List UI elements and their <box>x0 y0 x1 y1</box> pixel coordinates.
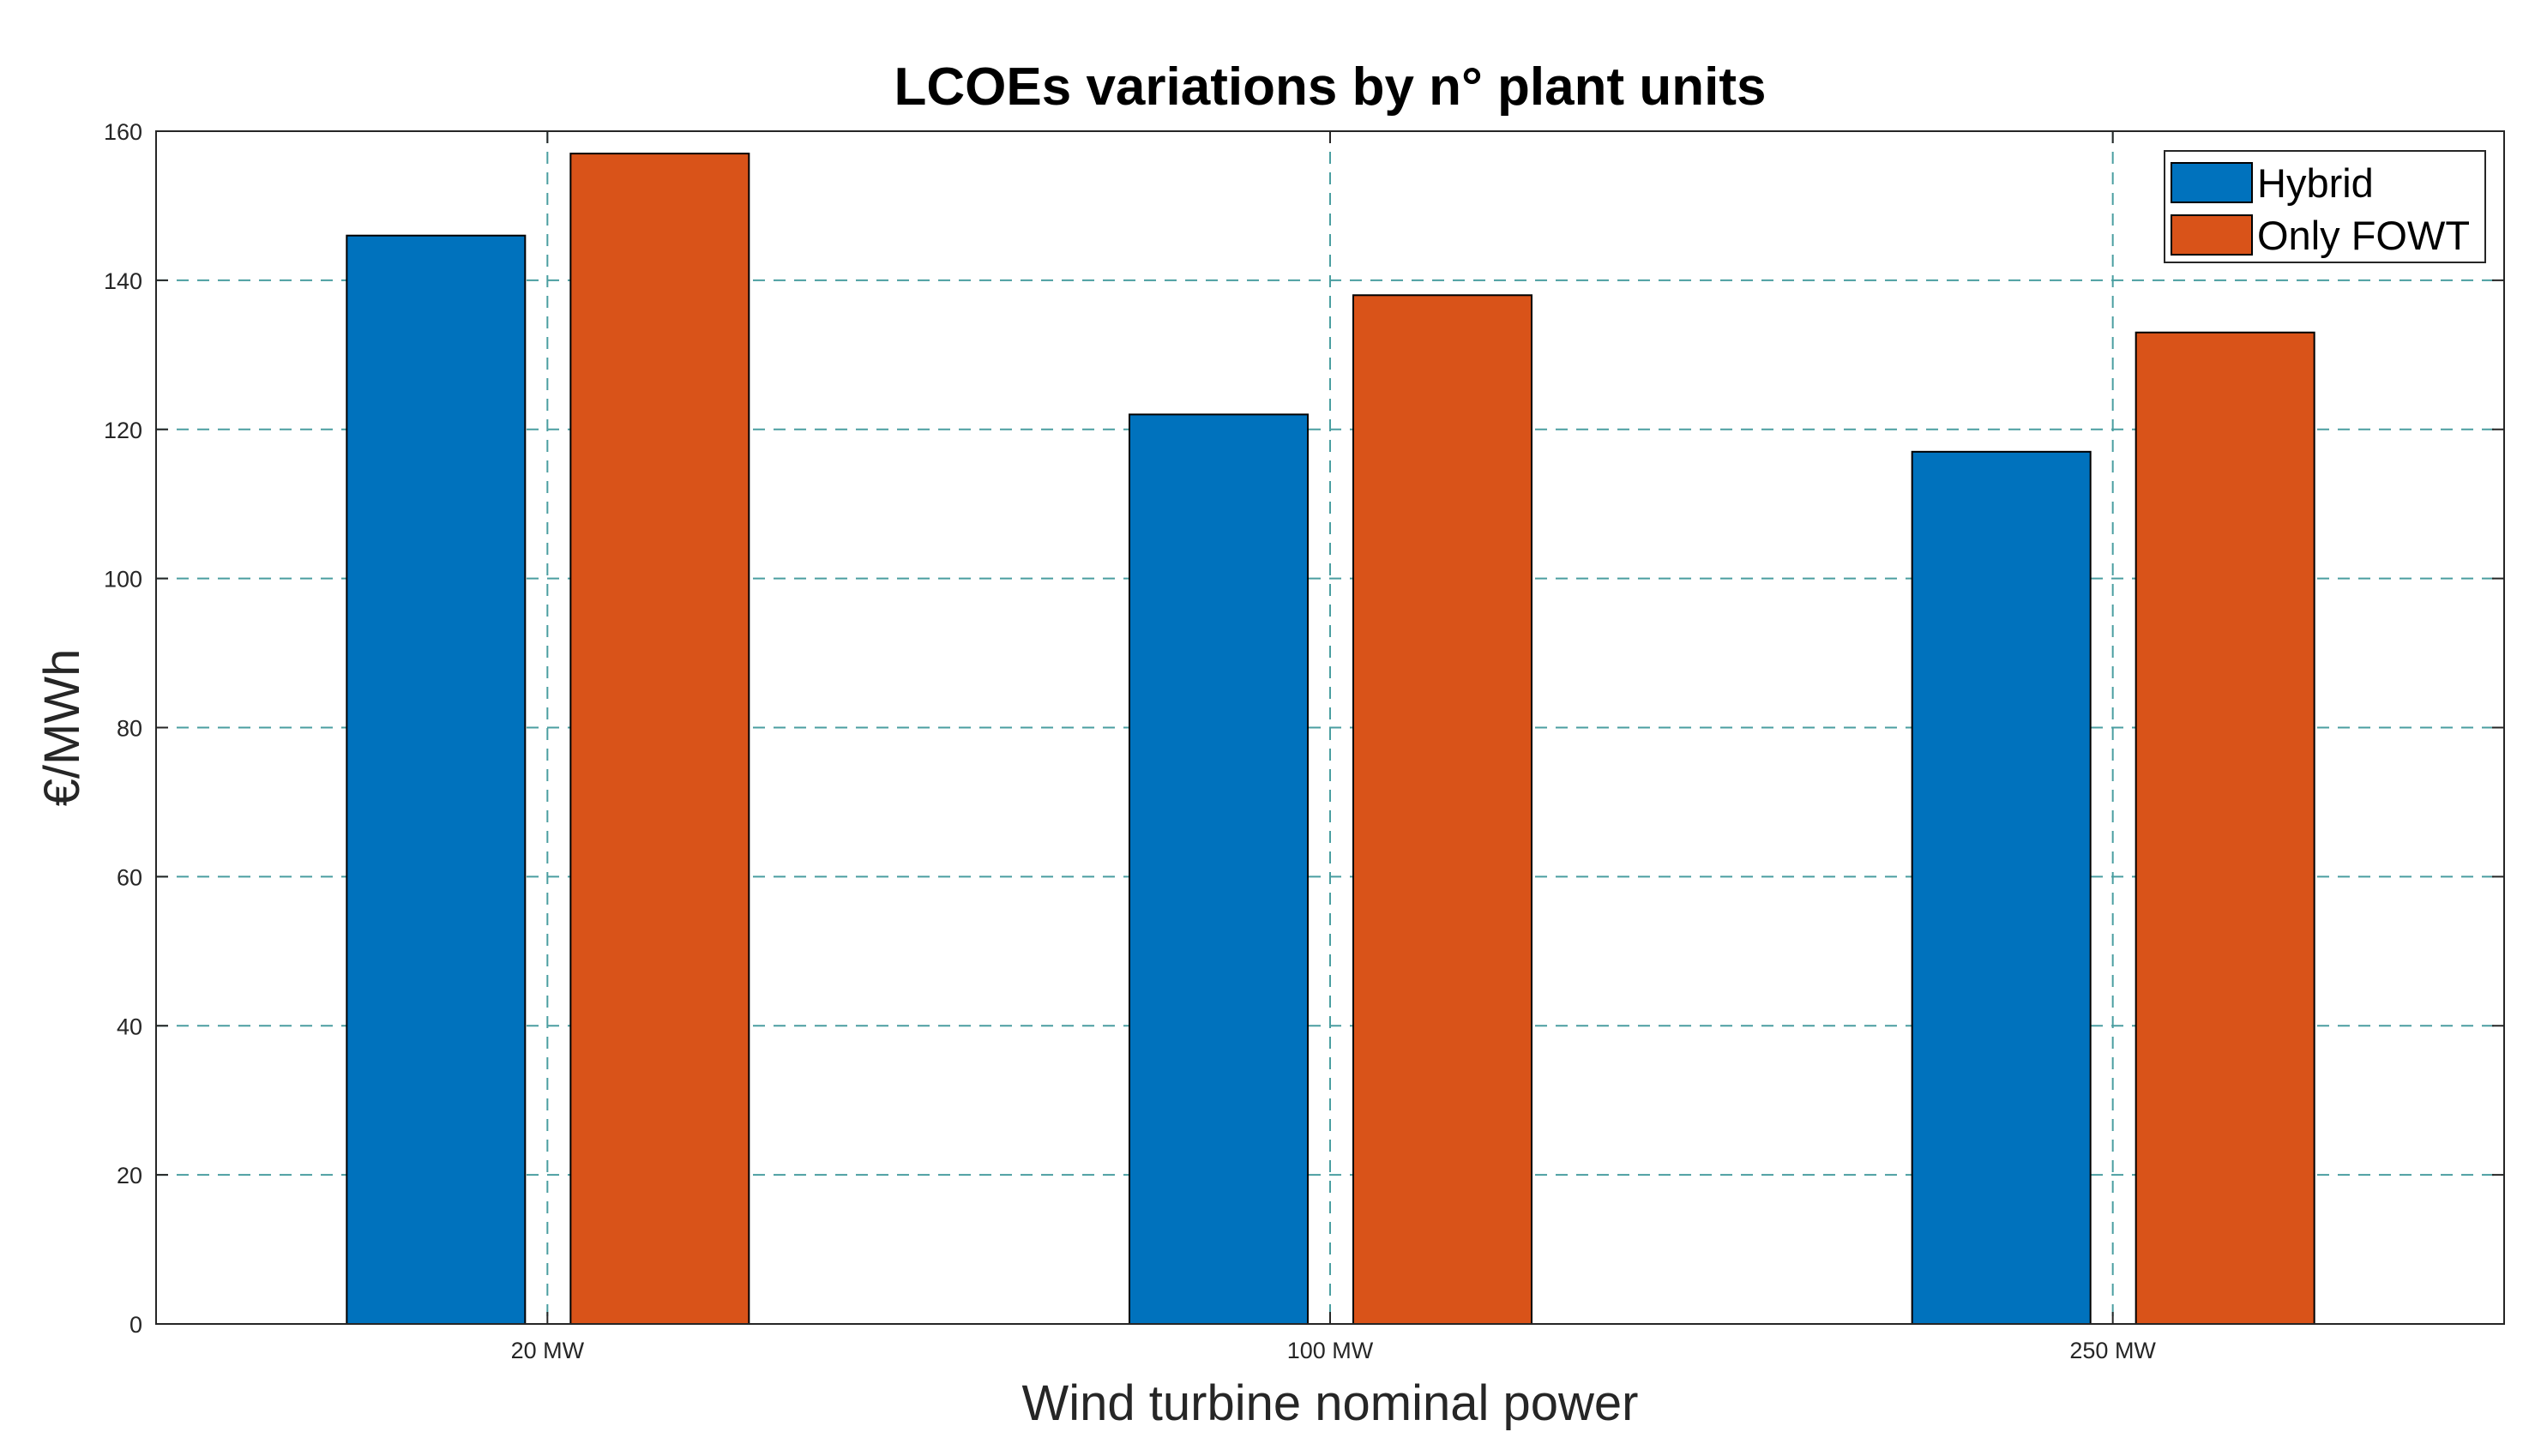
y-tick-label: 40 <box>117 1014 142 1039</box>
x-axis-label: Wind turbine nominal power <box>1022 1375 1639 1431</box>
y-tick-label: 140 <box>104 268 142 294</box>
legend-label: Hybrid <box>2257 160 2374 206</box>
tick-labels: 0 20 40 60 80 100 120 140 160 20 MW 100 MW 250 MW <box>104 119 2157 1363</box>
y-tick-label: 60 <box>117 864 142 890</box>
bar-only-fowt <box>1352 294 1532 1326</box>
y-axis-label: €/MWh <box>34 649 90 807</box>
bar-hybrid <box>1129 413 1309 1325</box>
legend: Hybrid Only FOWT <box>2164 150 2486 263</box>
bar-hybrid <box>346 234 527 1325</box>
y-tick-label: 100 <box>104 567 142 593</box>
grid-lines <box>156 130 2504 1325</box>
y-tick-label: 20 <box>117 1163 142 1188</box>
x-tick-label: 20 MW <box>511 1338 585 1363</box>
bar-only-fowt <box>569 153 750 1325</box>
x-tick-label: 250 MW <box>2069 1338 2156 1363</box>
y-tick-label: 120 <box>104 418 142 443</box>
bars <box>346 153 2315 1326</box>
legend-label: Only FOWT <box>2257 213 2470 258</box>
legend-swatch <box>2171 214 2253 256</box>
bar-only-fowt <box>2135 331 2315 1326</box>
y-tick-label: 80 <box>117 716 142 742</box>
legend-swatch <box>2171 162 2253 203</box>
y-tick-label: 0 <box>129 1312 142 1338</box>
chart-title: LCOEs variations by n° plant units <box>894 57 1767 117</box>
axes-box <box>155 130 2505 1325</box>
bar-hybrid <box>1911 450 2092 1325</box>
y-tick-label: 160 <box>104 119 142 145</box>
x-tick-label: 100 MW <box>1287 1338 1374 1363</box>
